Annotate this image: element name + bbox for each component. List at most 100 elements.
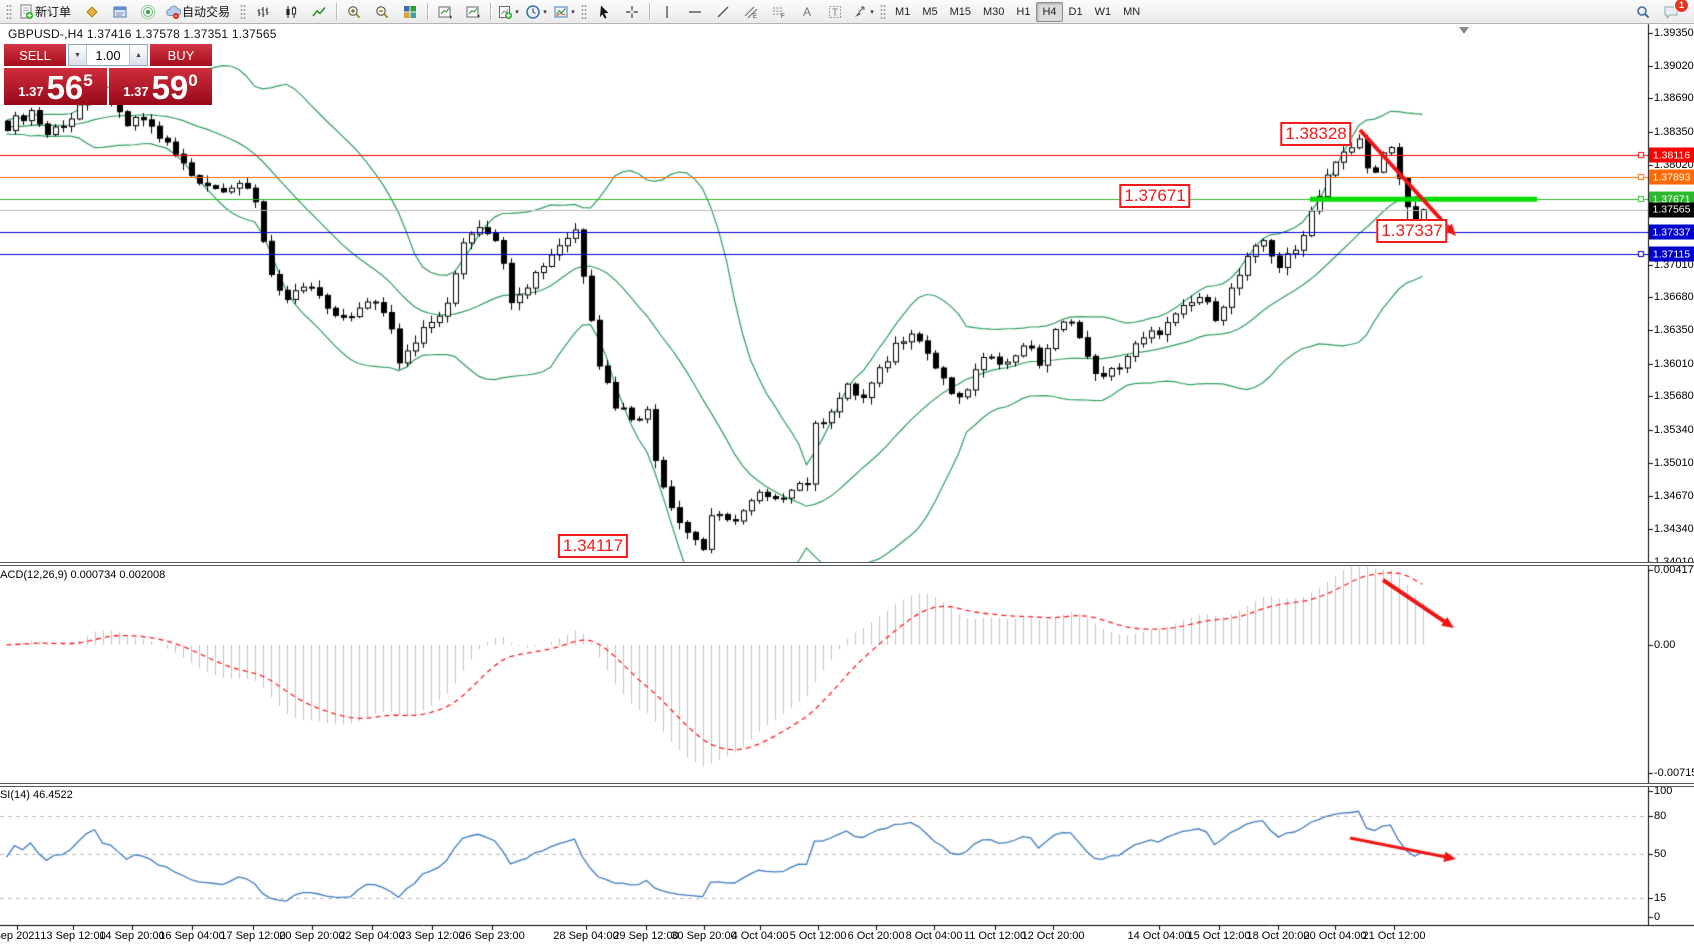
time-axis-label: 29 Sep 12:00 <box>613 930 679 942</box>
main-toolbar: 新订单 自动交易 <box>0 0 1694 24</box>
zoom-in-button[interactable] <box>340 1 368 23</box>
search-button[interactable] <box>1629 1 1657 23</box>
time-axis-label: 14 Sep 20:00 <box>99 930 165 942</box>
buy-price-box[interactable]: 1.37 59 0 <box>109 68 212 105</box>
arrange-charts-icon <box>438 6 453 19</box>
svg-text:E: E <box>753 14 757 20</box>
templates-button[interactable] <box>550 1 578 23</box>
toolbar-grip[interactable] <box>581 3 588 20</box>
time-axis-label: 28 Sep 04:00 <box>553 930 619 942</box>
search-icon <box>1637 5 1650 18</box>
vertical-line-icon <box>666 5 668 18</box>
vertical-line-button[interactable] <box>653 1 681 23</box>
text-icon: A <box>803 5 811 19</box>
tab-timeframe-mn[interactable]: MN <box>1123 5 1141 18</box>
time-axis-label: 6 Oct 20:00 <box>847 930 905 942</box>
price-axis-label: 1.35680 <box>1654 390 1694 403</box>
tab-timeframe-m15[interactable]: M15 <box>949 5 971 18</box>
toolbar-grip[interactable] <box>880 3 887 20</box>
cursor-button[interactable] <box>590 1 618 23</box>
trendline-icon <box>717 6 729 17</box>
volume-decrease-button[interactable]: ▼ <box>69 45 87 65</box>
periods-button[interactable] <box>522 1 550 23</box>
zoom-out-button[interactable] <box>368 1 396 23</box>
buy-price-big: 59 <box>151 69 189 106</box>
new-chart-button[interactable] <box>494 1 522 23</box>
price-annotation[interactable]: 1.37671 <box>1119 184 1191 208</box>
buy-price-sup: 0 <box>188 71 198 90</box>
tab-timeframe-w1[interactable]: W1 <box>1094 5 1112 18</box>
toolbar-grip[interactable] <box>6 3 12 20</box>
text-button[interactable]: A <box>793 1 821 23</box>
horizontal-line-icon <box>689 10 702 13</box>
panel-splitter-macd[interactable] <box>0 562 1694 566</box>
crosshair-icon <box>626 5 639 18</box>
sell-price-box[interactable]: 1.37 56 5 <box>4 68 107 105</box>
horizontal-line-button[interactable] <box>681 1 709 23</box>
toolbar-separator <box>336 3 338 20</box>
rsi-axis-label: 80 <box>1654 810 1667 823</box>
one-click-trading-panel: SELL ▼ 1.00 ▲ BUY 1.37 56 5 1.37 59 0 <box>4 44 212 105</box>
toolbar-separator <box>427 3 429 20</box>
chat-button[interactable]: 1 <box>1657 0 1689 23</box>
trendline-button[interactable] <box>709 1 737 23</box>
cursor-icon <box>600 5 609 19</box>
notification-badge: 1 <box>1674 0 1689 13</box>
price-axis-label: 1.38690 <box>1654 92 1694 105</box>
channel-button[interactable]: E <box>737 1 765 23</box>
price-annotation[interactable]: 1.34117 <box>557 534 629 558</box>
bar-chart-button[interactable] <box>249 1 277 23</box>
time-axis-label: 21 Oct 12:00 <box>1362 930 1426 942</box>
price-annotation[interactable]: 1.38328 <box>1280 122 1352 146</box>
price-annotation[interactable]: 1.37337 <box>1376 219 1448 243</box>
time-axis-label: 11 Oct 12:00 <box>963 930 1027 942</box>
new-order-icon <box>20 4 34 19</box>
volume-input[interactable]: 1.00 <box>95 47 121 63</box>
rsi-axis-label: 50 <box>1654 848 1667 860</box>
time-axis-label: 17 Sep 12:00 <box>220 930 286 942</box>
sell-price-int: 1.37 <box>18 84 44 99</box>
autotrade-label: 自动交易 <box>182 5 231 19</box>
symbol-ohlc-line: GBPUSD-,H4 1.37416 1.37578 1.37351 1.375… <box>8 27 277 41</box>
price-axis-label: 1.34670 <box>1654 490 1694 503</box>
arrange-cascade-button[interactable] <box>459 1 487 23</box>
bar-chart-icon <box>257 6 269 17</box>
toolbar-grip[interactable] <box>240 3 247 20</box>
zoom-out-icon <box>376 5 389 18</box>
time-axis-label: 13 Sep 12:00 <box>40 930 106 942</box>
time-axis-label: 15 Oct 12:00 <box>1187 930 1251 942</box>
volume-increase-button[interactable]: ▲ <box>129 45 147 65</box>
panel-splitter-rsi[interactable] <box>0 783 1694 787</box>
new-order-button[interactable]: 新订单 <box>15 1 78 23</box>
price-axis-label: 1.39020 <box>1654 59 1694 72</box>
toolbar-separator <box>649 3 651 20</box>
rsi-axis-label: 0 <box>1654 911 1661 923</box>
crosshair-button[interactable] <box>618 1 646 23</box>
line-chart-button[interactable] <box>305 1 333 23</box>
price-level-tag: 1.37115 <box>1649 246 1694 262</box>
market-watch-button[interactable] <box>78 1 106 23</box>
arrange-windows-button[interactable] <box>431 1 459 23</box>
autotrade-icon <box>166 5 182 19</box>
fibonacci-button[interactable]: F <box>765 1 793 23</box>
tab-timeframe-h1[interactable]: H1 <box>1016 5 1031 18</box>
shapes-button[interactable] <box>849 1 877 23</box>
tab-timeframe-m30[interactable]: M30 <box>983 5 1005 18</box>
price-level-tag: 1.37893 <box>1649 169 1694 185</box>
sell-button[interactable]: SELL <box>4 44 66 66</box>
tab-timeframe-m1[interactable]: M1 <box>895 5 911 18</box>
tile-windows-button[interactable] <box>396 1 424 23</box>
tab-timeframe-d1[interactable]: D1 <box>1068 5 1083 18</box>
tab-timeframe-m5[interactable]: M5 <box>922 5 938 18</box>
signals-button[interactable] <box>134 1 162 23</box>
text-label-button[interactable]: T <box>821 1 849 23</box>
tab-timeframe-h4[interactable]: H4 <box>1036 1 1063 22</box>
chart-shift-marker[interactable] <box>1459 27 1469 34</box>
autotrade-button[interactable]: 自动交易 <box>162 1 237 23</box>
buy-button[interactable]: BUY <box>150 44 212 66</box>
signal-icon <box>140 4 156 19</box>
price-axis-label: 1.38350 <box>1654 126 1694 138</box>
data-window-button[interactable] <box>106 1 134 23</box>
candlestick-button[interactable] <box>277 1 305 23</box>
